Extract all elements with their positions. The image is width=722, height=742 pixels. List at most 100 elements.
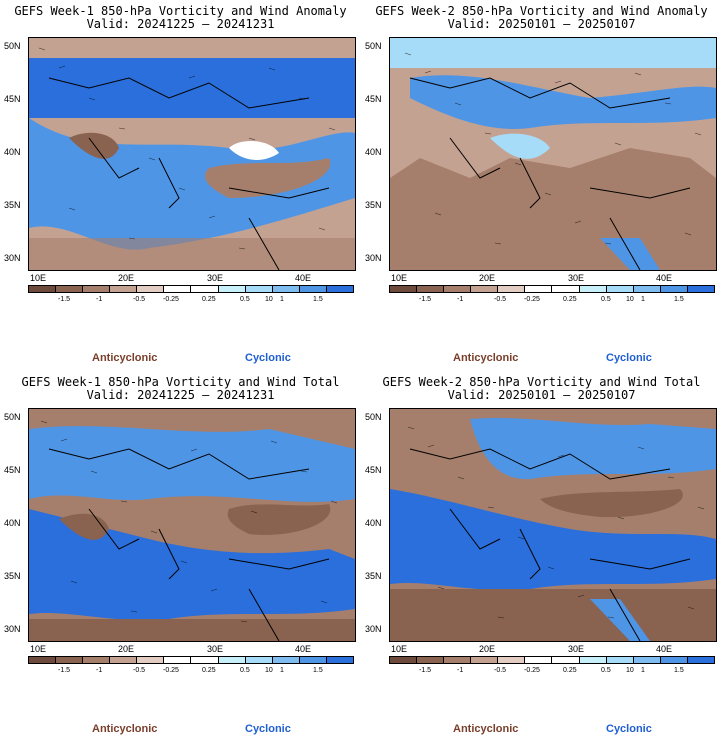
- colorbar-segment: [471, 286, 499, 292]
- colorbar-segment: [29, 286, 57, 292]
- lat-label: 30N: [365, 624, 382, 634]
- colorbar-unit: 10: [626, 667, 634, 674]
- colorbar-segment: [633, 286, 661, 292]
- colorbar-tick: -1.5: [419, 667, 432, 674]
- lat-label: 45N: [365, 465, 382, 475]
- colorbar: [28, 656, 354, 664]
- lon-label: 10E: [30, 644, 47, 654]
- lat-label: 45N: [365, 94, 382, 104]
- colorbar-tick: 0.25: [563, 296, 577, 303]
- colorbar-tick: -0.25: [524, 296, 540, 303]
- panel-title: GEFS Week-1 850-hPa Vorticity and Wind A…: [14, 4, 347, 18]
- colorbar-segment: [687, 657, 714, 663]
- colorbar-segment: [272, 657, 300, 663]
- panel-week2-anomaly: GEFS Week-2 850-hPa Vorticity and Wind A…: [361, 0, 722, 371]
- lat-label: 30N: [4, 253, 21, 263]
- colorbar-segment: [525, 286, 553, 292]
- map-canvas: [29, 409, 355, 641]
- colorbar-tick: 0.25: [202, 667, 216, 674]
- lat-label: 35N: [365, 200, 382, 210]
- colorbar-tick: 1.5: [674, 667, 684, 674]
- lon-label: 20E: [118, 273, 135, 283]
- lon-label: 30E: [207, 273, 224, 283]
- colorbar-segment: [633, 657, 661, 663]
- colorbar-segment: [552, 657, 580, 663]
- colorbar-segment: [83, 286, 111, 292]
- lat-label: 50N: [365, 41, 382, 51]
- vorticity-map: [389, 408, 717, 642]
- lon-label: 40E: [656, 644, 673, 654]
- colorbar-tick: -1.5: [419, 296, 432, 303]
- vorticity-map: [28, 408, 356, 642]
- lat-label: 50N: [365, 412, 382, 422]
- lat-label: 50N: [4, 412, 21, 422]
- colorbar-segment: [417, 286, 445, 292]
- colorbar-tick: 1: [280, 667, 284, 674]
- colorbar-tick: 1.5: [674, 296, 684, 303]
- colorbar-tick: -0.25: [163, 296, 179, 303]
- lon-label: 20E: [118, 644, 135, 654]
- colorbar-tick: 1.5: [313, 667, 323, 674]
- lat-label: 40N: [365, 147, 382, 157]
- lon-label: 20E: [479, 644, 496, 654]
- legend-cyclonic: Cyclonic: [606, 723, 652, 735]
- lon-label: 40E: [656, 273, 673, 283]
- colorbar-unit: 10: [265, 296, 273, 303]
- colorbar-tick: -0.5: [494, 667, 507, 674]
- colorbar-segment: [390, 286, 418, 292]
- colorbar-tick: -1: [457, 296, 464, 303]
- vorticity-map: [389, 37, 717, 271]
- colorbar: [389, 285, 715, 293]
- map-canvas: [390, 38, 716, 270]
- colorbar-segment: [56, 657, 84, 663]
- colorbar-segment: [191, 657, 219, 663]
- panel-title: GEFS Week-1 850-hPa Vorticity and Wind T…: [21, 375, 340, 389]
- panel-title: GEFS Week-2 850-hPa Vorticity and Wind T…: [382, 375, 701, 389]
- panel-valid-date: Valid: 20250101 – 20250107: [447, 17, 636, 31]
- colorbar-tick: 0.5: [601, 296, 611, 303]
- legend-cyclonic: Cyclonic: [245, 352, 291, 364]
- colorbar-tick: 1: [641, 296, 645, 303]
- lon-label: 30E: [207, 644, 224, 654]
- colorbar: [28, 285, 354, 293]
- colorbar-tick: -0.5: [133, 667, 146, 674]
- colorbar-tick: 0.5: [601, 667, 611, 674]
- colorbar-tick: 0.5: [240, 667, 250, 674]
- legend-anticyclonic: Anticyclonic: [453, 352, 519, 364]
- colorbar-segment: [245, 657, 273, 663]
- lat-label: 30N: [4, 624, 21, 634]
- lon-label: 10E: [30, 273, 47, 283]
- colorbar-segment: [525, 657, 553, 663]
- colorbar-segment: [444, 657, 472, 663]
- colorbar-tick: 1: [280, 296, 284, 303]
- colorbar-segment: [687, 286, 714, 292]
- panel-valid-date: Valid: 20241225 – 20241231: [86, 17, 275, 31]
- colorbar-tick: 1: [641, 667, 645, 674]
- lon-label: 40E: [295, 273, 312, 283]
- vorticity-map: [28, 37, 356, 271]
- colorbar-segment: [552, 286, 580, 292]
- colorbar-segment: [299, 286, 327, 292]
- lat-label: 35N: [4, 571, 21, 581]
- colorbar-tick: -1: [96, 667, 103, 674]
- colorbar-segment: [164, 286, 192, 292]
- panel-week1-total: GEFS Week-1 850-hPa Vorticity and Wind T…: [0, 371, 361, 742]
- legend-anticyclonic: Anticyclonic: [92, 352, 158, 364]
- colorbar-tick: -0.5: [133, 296, 146, 303]
- colorbar-segment: [272, 286, 300, 292]
- colorbar-segment: [29, 657, 57, 663]
- colorbar: [389, 656, 715, 664]
- colorbar-segment: [606, 286, 634, 292]
- colorbar-segment: [660, 286, 688, 292]
- panel-title: GEFS Week-2 850-hPa Vorticity and Wind A…: [375, 4, 708, 18]
- lon-label: 30E: [568, 644, 585, 654]
- colorbar-tick: 1.5: [313, 296, 323, 303]
- colorbar-segment: [83, 657, 111, 663]
- colorbar-tick: -1: [96, 296, 103, 303]
- colorbar-segment: [110, 286, 138, 292]
- lat-label: 30N: [365, 253, 382, 263]
- colorbar-segment: [218, 286, 246, 292]
- colorbar-segment: [191, 286, 219, 292]
- colorbar-tick: -0.25: [524, 667, 540, 674]
- lat-label: 45N: [4, 465, 21, 475]
